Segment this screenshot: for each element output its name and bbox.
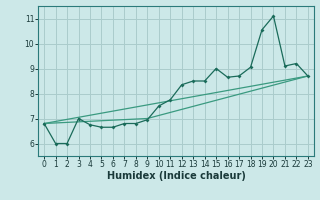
X-axis label: Humidex (Indice chaleur): Humidex (Indice chaleur) <box>107 171 245 181</box>
